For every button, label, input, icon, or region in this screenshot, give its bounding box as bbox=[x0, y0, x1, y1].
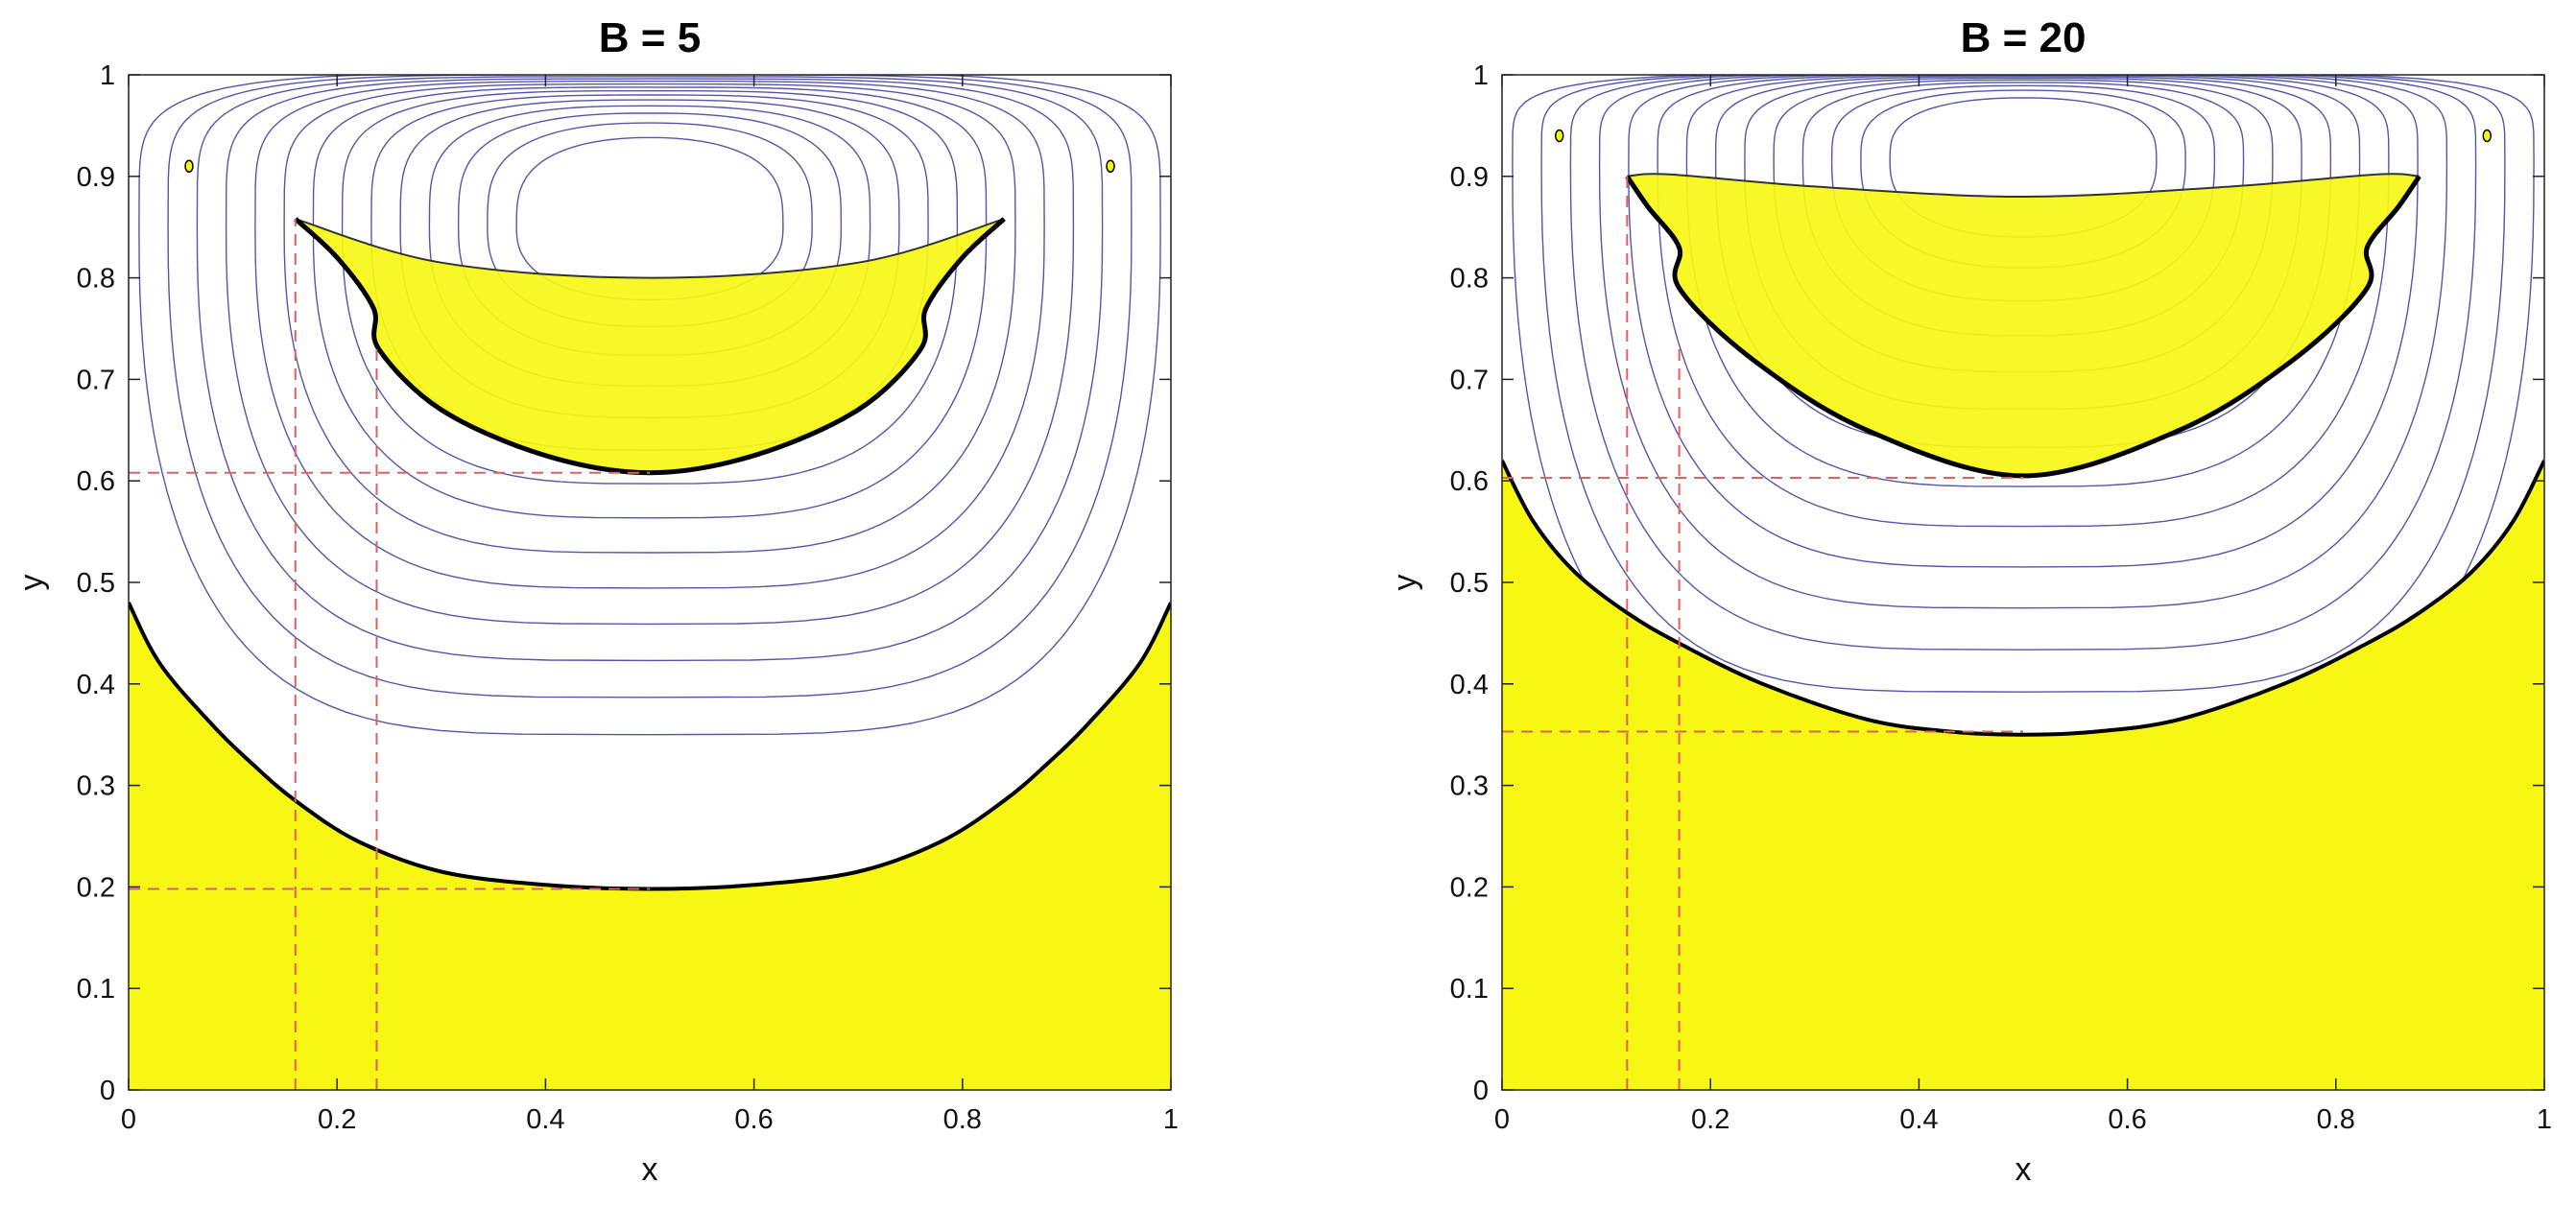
streamline bbox=[254, 81, 1045, 589]
panel-b20: 0 0.2 0.4 0.6 0.8 1 0 0.1 0.2 0.3 0.4 0.5 0.6 0.7 0.8… bbox=[1387, 14, 2552, 1188]
y-tick-label: 0 bbox=[100, 1076, 115, 1106]
guide-lines bbox=[1502, 176, 2023, 1090]
y-tick-label: 0.9 bbox=[77, 162, 115, 193]
chart-title: B = 5 bbox=[599, 14, 701, 61]
small-island bbox=[184, 159, 194, 173]
small-island bbox=[1554, 129, 1564, 143]
streamline bbox=[1714, 76, 2332, 449]
streamline bbox=[1598, 75, 2448, 609]
streamlines bbox=[138, 75, 1161, 736]
chart-title: B = 20 bbox=[1961, 14, 2087, 61]
streamline bbox=[225, 78, 1075, 626]
yield-boundary-top bbox=[1625, 175, 2421, 479]
y-ticks: 0 0.1 0.2 0.3 0.4 0.5 0.6 0.7 0.8 0.9 1 bbox=[77, 60, 1171, 1106]
plug-region-top bbox=[1627, 174, 2420, 476]
y-tick-label: 0.4 bbox=[1450, 670, 1489, 700]
x-tick-label: 0.8 bbox=[943, 1104, 982, 1135]
y-tick-label: 0 bbox=[1473, 1076, 1489, 1106]
small-island bbox=[2482, 129, 2493, 143]
streamline bbox=[1628, 75, 2419, 568]
streamline bbox=[283, 83, 1016, 554]
x-tick-label: 0.4 bbox=[526, 1104, 564, 1135]
y-tick-label: 0.1 bbox=[77, 974, 115, 1005]
y-tick-label: 0.1 bbox=[1450, 974, 1489, 1005]
y-tick-label: 0.2 bbox=[1450, 872, 1489, 903]
y-tick-label: 0.5 bbox=[1450, 568, 1489, 599]
x-tick-label: 1 bbox=[1163, 1104, 1179, 1135]
plug-region-top bbox=[295, 219, 1005, 473]
streamline bbox=[1685, 75, 2361, 487]
y-tick-label: 0.4 bbox=[77, 670, 115, 700]
y-tick-label: 1 bbox=[100, 60, 115, 91]
y-tick-label: 0.2 bbox=[77, 872, 115, 903]
y-tick-label: 0.8 bbox=[77, 264, 115, 295]
plug-top-upper-edge bbox=[1627, 173, 2420, 199]
streamline bbox=[1657, 75, 2390, 528]
y-tick-label: 1 bbox=[1473, 60, 1489, 91]
x-axis-label: x bbox=[2015, 1151, 2032, 1188]
y-tick-label: 0.7 bbox=[1450, 365, 1489, 395]
y-tick-label: 0.3 bbox=[1450, 771, 1489, 802]
streamline bbox=[138, 75, 1161, 736]
streamline bbox=[167, 75, 1133, 698]
yield-boundary-bottom bbox=[1502, 460, 2544, 737]
streamline bbox=[196, 76, 1104, 662]
streamline bbox=[1540, 75, 2506, 693]
x-axis-label: x bbox=[642, 1151, 658, 1188]
x-ticks: 0 0.2 0.4 0.6 0.8 1 bbox=[121, 75, 1179, 1135]
plot-area bbox=[129, 75, 1171, 1090]
y-axis-label: y bbox=[1387, 575, 1423, 591]
y-tick-label: 0.3 bbox=[77, 771, 115, 802]
y-tick-label: 0.6 bbox=[1450, 466, 1489, 497]
plug-region-bottom bbox=[1502, 461, 2544, 1090]
x-tick-label: 0.6 bbox=[734, 1104, 773, 1135]
x-tick-label: 0.4 bbox=[1899, 1104, 1938, 1135]
streamline bbox=[1569, 75, 2477, 651]
panel-b5: 0 0.2 0.4 0.6 0.8 1 0 0.1 0.2 0.3 0.4 0.5 0.6 0.7 0.8… bbox=[13, 14, 1179, 1188]
y-ticks: 0 0.1 0.2 0.3 0.4 0.5 0.6 0.7 0.8 0.9 1 bbox=[1450, 60, 2544, 1106]
plug-top-upper-edge bbox=[295, 218, 1005, 279]
small-islands bbox=[184, 159, 1115, 173]
y-axis-label: y bbox=[13, 575, 50, 591]
streamlines bbox=[1512, 75, 2535, 736]
y-tick-label: 0.8 bbox=[1450, 264, 1489, 295]
x-tick-label: 0.6 bbox=[2108, 1104, 2146, 1135]
x-tick-label: 0.2 bbox=[1691, 1104, 1729, 1135]
x-tick-label: 0.8 bbox=[2317, 1104, 2355, 1135]
guide-lines bbox=[129, 219, 650, 1090]
plug-region-bottom bbox=[129, 603, 1171, 1090]
x-ticks: 0 0.2 0.4 0.6 0.8 1 bbox=[1494, 75, 2552, 1135]
x-tick-label: 0 bbox=[121, 1104, 136, 1135]
x-tick-label: 0.2 bbox=[318, 1104, 356, 1135]
small-island bbox=[1106, 159, 1115, 173]
y-tick-label: 0.7 bbox=[77, 365, 115, 395]
small-islands bbox=[1554, 129, 2493, 143]
y-tick-label: 0.5 bbox=[77, 568, 115, 599]
y-tick-label: 0.9 bbox=[1450, 162, 1489, 193]
y-tick-label: 0.6 bbox=[77, 466, 115, 497]
x-tick-label: 1 bbox=[2537, 1104, 2552, 1135]
plot-area bbox=[1502, 75, 2544, 1090]
streamline bbox=[341, 90, 959, 485]
x-tick-label: 0 bbox=[1494, 1104, 1510, 1135]
